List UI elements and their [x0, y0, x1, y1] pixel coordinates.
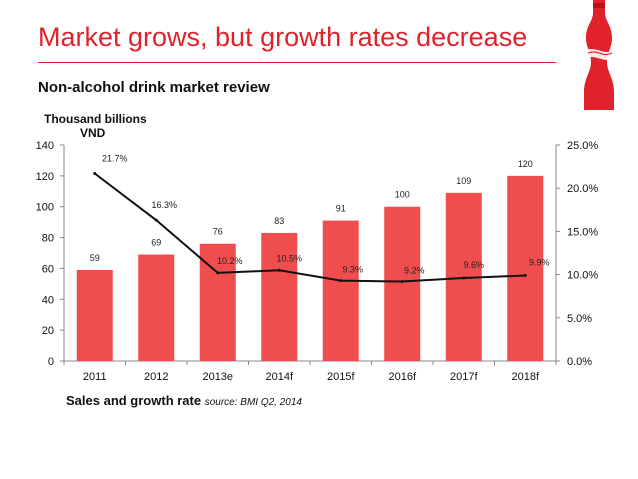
- caption-title: Sales and growth rate: [66, 393, 202, 408]
- bar: [76, 269, 113, 361]
- page-title: Market grows, but growth rates decrease: [38, 22, 528, 52]
- growth-rate-line: [94, 172, 526, 283]
- y-axis-label-line-1: Thousand billions: [44, 112, 147, 126]
- growth-rate-label: 10.5%: [276, 253, 302, 263]
- growth-rate-label: 21.7%: [102, 154, 128, 164]
- x-tick-label: 2016f: [388, 371, 416, 383]
- growth-rate-point: [216, 271, 220, 275]
- bar: [384, 206, 421, 361]
- growth-rate-point: [277, 268, 281, 272]
- y2-tick-label: 15.0%: [567, 226, 598, 238]
- y-tick-label: 20: [42, 325, 54, 337]
- x-tick-label: 2017f: [450, 371, 478, 383]
- y-tick-label: 140: [36, 140, 54, 152]
- coca-cola-bottle-icon: [584, 0, 614, 110]
- bar-value-label: 69: [151, 238, 161, 248]
- bar-value-label: 59: [90, 253, 100, 263]
- y2-tick-label: 25.0%: [567, 140, 598, 152]
- growth-rate-point: [339, 279, 343, 283]
- y2-tick-label: 5.0%: [567, 313, 592, 325]
- growth-rate-point: [154, 218, 158, 222]
- bar: [507, 175, 544, 361]
- title-divider: [38, 62, 556, 63]
- y-tick-label: 80: [42, 233, 54, 245]
- y-axis-label: Thousand billions VND: [44, 112, 154, 140]
- growth-rate-label: 9.3%: [342, 265, 363, 275]
- x-tick-label: 2012: [144, 371, 168, 383]
- growth-rate-point: [400, 280, 404, 284]
- growth-rate-label: 16.3%: [151, 200, 177, 210]
- bar-value-label: 100: [395, 190, 410, 200]
- x-tick-label: 2013e: [202, 371, 233, 383]
- growth-rate-label: 9.6%: [463, 260, 484, 270]
- y-tick-label: 60: [42, 263, 54, 275]
- chart-caption: Sales and growth rate source: BMI Q2, 20…: [66, 393, 302, 408]
- chart-subtitle: Non-alcohol drink market review: [38, 79, 270, 96]
- y2-tick-label: 10.0%: [567, 270, 598, 282]
- x-tick-label: 2014f: [265, 371, 293, 383]
- x-tick-label: 2015f: [327, 371, 355, 383]
- bar: [322, 220, 359, 361]
- y2-tick-label: 20.0%: [567, 183, 598, 195]
- y-axis-label-line-2: VND: [80, 126, 106, 140]
- bar-value-label: 120: [518, 159, 533, 169]
- growth-rate-label: 9.2%: [404, 266, 425, 276]
- y-tick-label: 0: [48, 356, 54, 368]
- y-tick-label: 100: [36, 202, 54, 214]
- bar: [261, 232, 298, 361]
- growth-rate-label: 10.2%: [217, 256, 243, 266]
- x-tick-label: 2018f: [511, 371, 539, 383]
- bar-value-label: 76: [213, 227, 223, 237]
- growth-rate-point: [523, 273, 527, 277]
- x-tick-label: 2011: [83, 371, 107, 383]
- caption-source: source: BMI Q2, 2014: [204, 397, 302, 408]
- growth-rate-point: [462, 276, 466, 280]
- bar-value-label: 109: [456, 176, 471, 186]
- y-tick-label: 120: [36, 171, 54, 183]
- growth-rate-label: 9.9%: [529, 257, 550, 267]
- bar-value-label: 83: [274, 216, 284, 226]
- bar-value-label: 91: [336, 204, 346, 214]
- bar: [138, 254, 175, 361]
- growth-rate-point: [93, 172, 97, 176]
- y2-tick-label: 0.0%: [567, 356, 592, 368]
- y-tick-label: 40: [42, 294, 54, 306]
